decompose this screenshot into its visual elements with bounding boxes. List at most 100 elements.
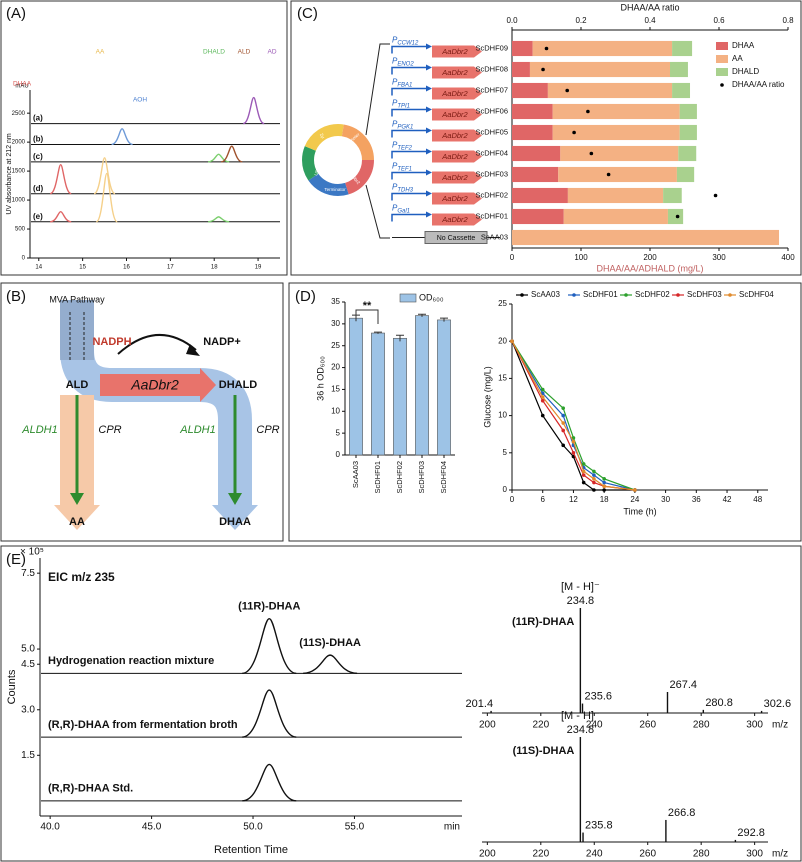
y-tick-label: 1.5 bbox=[21, 750, 35, 761]
y-tick-label: 5 bbox=[336, 428, 341, 437]
point bbox=[602, 480, 606, 485]
point bbox=[561, 421, 565, 425]
peak bbox=[111, 128, 133, 146]
x-tick-label: 300 bbox=[712, 253, 726, 262]
panel-label: (A) bbox=[6, 5, 26, 22]
promoter-head bbox=[426, 127, 432, 134]
legend-label: ScDHF03 bbox=[687, 290, 722, 299]
y-tick-label: 25 bbox=[498, 299, 507, 308]
x-tick-label: 48 bbox=[753, 495, 762, 504]
promoter-letter: P bbox=[392, 141, 398, 150]
panel-label: (E) bbox=[6, 551, 26, 568]
gene-arrow bbox=[432, 192, 482, 205]
x-tick-label: 260 bbox=[639, 849, 656, 860]
promoter-label: PTPI1 bbox=[392, 99, 410, 109]
peak bbox=[50, 210, 72, 223]
x-tick-label: 6 bbox=[540, 495, 545, 504]
significance-bracket bbox=[355, 309, 379, 324]
promoter-letter: P bbox=[392, 120, 398, 129]
x-axis-title: Time (h) bbox=[623, 506, 656, 516]
y-tick-label: 1500 bbox=[12, 169, 26, 175]
plasmid-part: Terminator bbox=[324, 187, 346, 192]
point bbox=[592, 473, 596, 477]
gene-label: AaDbr2 bbox=[441, 68, 468, 77]
y-tick-label: 35 bbox=[331, 297, 340, 306]
x-tick-label: 260 bbox=[639, 720, 656, 731]
point bbox=[592, 477, 596, 481]
x-tick-label: ScDHF04 bbox=[439, 461, 448, 494]
promoter-arrow bbox=[391, 192, 426, 201]
legend-swatch bbox=[716, 42, 728, 50]
gene-label: AaDbr2 bbox=[441, 173, 468, 182]
gene-arrow bbox=[432, 87, 482, 100]
y-tick-label: ScAA03 bbox=[481, 232, 508, 241]
x-tick-label: 200 bbox=[643, 253, 657, 262]
compound-label: DHALD bbox=[203, 49, 225, 56]
x-tick-label: 18 bbox=[211, 265, 218, 271]
cofactor-label: NADPH bbox=[92, 336, 131, 348]
point bbox=[581, 480, 586, 485]
legend-label: DHAA/AA ratio bbox=[732, 80, 785, 89]
gene-arrow bbox=[432, 213, 482, 226]
legend-marker bbox=[520, 293, 524, 297]
promoter-subscript: ENO2 bbox=[397, 61, 414, 67]
x-tick-label: 14 bbox=[35, 265, 42, 271]
y-tick-label: ScDHF08 bbox=[475, 64, 508, 73]
bar-segment bbox=[547, 82, 673, 99]
x-tick-label: 0 bbox=[510, 495, 515, 504]
trace-label: (e) bbox=[33, 212, 43, 221]
trace-label: (R,R)-DHAA Std. bbox=[48, 783, 133, 795]
x-tick-label: ScDHF02 bbox=[395, 461, 404, 494]
x-tick-label: 40.0 bbox=[40, 822, 60, 833]
y-axis-title: UV absorbance at 212 nm bbox=[6, 133, 13, 214]
bar-segment bbox=[672, 40, 693, 57]
y-unit: mAU bbox=[15, 84, 28, 90]
promoter-arrow bbox=[391, 108, 426, 117]
green-head bbox=[228, 493, 242, 505]
promoter-arrow bbox=[391, 87, 426, 96]
peak-mz-label: 292.8 bbox=[737, 827, 765, 839]
y-tick-label: ScDHF07 bbox=[475, 85, 508, 94]
enzyme-arrow bbox=[100, 368, 216, 402]
x-tick-label: 55.0 bbox=[345, 822, 365, 833]
x-tick-label: 36 bbox=[692, 495, 701, 504]
panel-label: (D) bbox=[295, 288, 316, 305]
annotation: EIC m/z 235 bbox=[48, 570, 115, 584]
compound-label: AA bbox=[69, 516, 85, 528]
pathway-label: MVA Pathway bbox=[49, 294, 105, 304]
error-bar bbox=[440, 317, 448, 322]
y-tick-label: 15 bbox=[498, 374, 507, 383]
x-tick-label: 220 bbox=[532, 849, 549, 860]
compound-label: AD bbox=[267, 49, 276, 56]
x-tick-label: 17 bbox=[167, 265, 174, 271]
x-unit: min bbox=[444, 822, 460, 833]
promoter-label: PFBA1 bbox=[392, 78, 412, 88]
peak-mz-label: 280.8 bbox=[705, 697, 733, 709]
promoter-subscript: FBA1 bbox=[397, 82, 412, 88]
y-tick-label: 7.5 bbox=[21, 568, 35, 579]
x-tick-label: 42 bbox=[723, 495, 732, 504]
y-tick-label: 15 bbox=[331, 385, 340, 394]
series-line bbox=[511, 340, 635, 491]
gene-label: AaDbr2 bbox=[441, 89, 468, 98]
y-tick-label: 20 bbox=[498, 336, 507, 345]
x-tick-label: 300 bbox=[746, 720, 763, 731]
peak bbox=[242, 689, 297, 738]
point bbox=[592, 469, 596, 474]
y-axis-title: Counts bbox=[6, 669, 18, 704]
bar-segment bbox=[552, 124, 680, 141]
gene-arrow bbox=[432, 171, 482, 184]
promoter-label: PGal1 bbox=[392, 204, 410, 214]
plasmid-segment bbox=[302, 124, 374, 196]
promoter-label: PPGK1 bbox=[392, 120, 413, 130]
point bbox=[581, 469, 586, 474]
bar-segment bbox=[667, 208, 684, 225]
bar-segment bbox=[679, 103, 697, 120]
error-bar bbox=[418, 313, 426, 317]
point bbox=[561, 413, 565, 418]
y-tick-label: 0 bbox=[503, 485, 508, 494]
promoter-letter: P bbox=[392, 183, 398, 192]
empty-cassette bbox=[424, 231, 488, 244]
x-tick-label: 200 bbox=[479, 720, 496, 731]
cofactor-label: NADP+ bbox=[203, 336, 241, 348]
